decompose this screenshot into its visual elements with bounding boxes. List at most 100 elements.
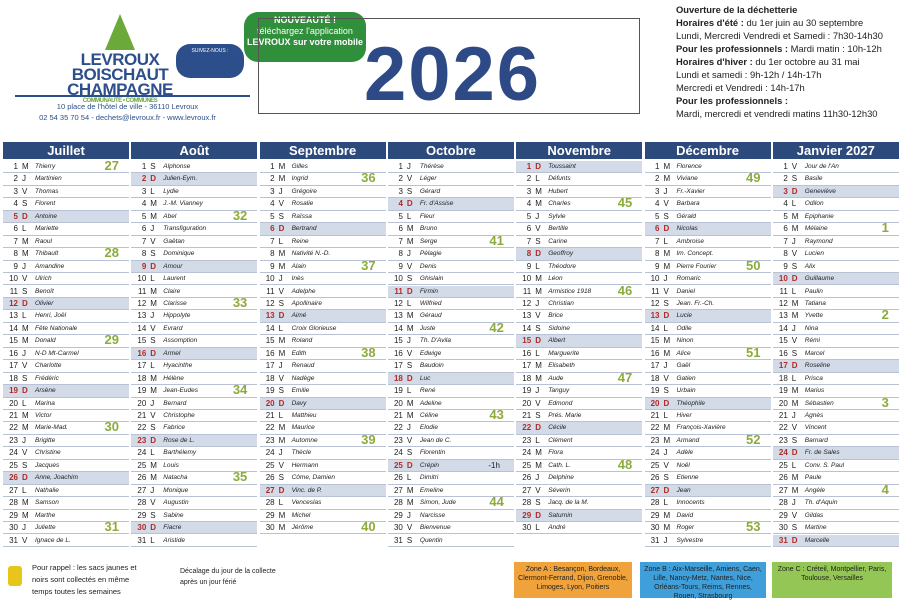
day-row: 5 S Raïssa <box>259 211 386 224</box>
day-letter: M <box>406 224 414 234</box>
info-label: Pour les professionnels : <box>676 43 789 54</box>
saint: André <box>548 524 566 532</box>
day-row: 5 M Abel 32 <box>131 211 258 224</box>
day-row: 18 S Frédéric <box>3 373 129 386</box>
week-number: 47 <box>617 372 633 385</box>
saint: Fr. d'Assise <box>419 200 454 208</box>
saint: Bertrand <box>291 225 317 233</box>
saint: Cécile <box>548 424 567 432</box>
saint: Raïssa <box>291 212 312 220</box>
saint: Rose de L. <box>163 436 195 444</box>
day-letter: L <box>150 535 155 545</box>
day-letter: D <box>663 224 670 234</box>
day-row: 10 S Ghislain <box>387 273 514 286</box>
day-letter: M <box>535 186 542 196</box>
saint: Henri, Joël <box>35 312 67 320</box>
saint: Agnès <box>804 412 824 419</box>
day-row: 1 M Gilles <box>259 161 386 174</box>
reminder: Pour rappel : les sacs jaunes et noirs s… <box>32 563 137 596</box>
saint: Christophe <box>163 412 195 419</box>
saint: Paule <box>804 474 822 482</box>
week-number: 27 <box>104 161 119 173</box>
saint: Nadège <box>291 374 315 382</box>
day-letter: M <box>406 311 414 321</box>
day-number: 20 <box>137 398 147 408</box>
saint: Natacha <box>163 474 188 482</box>
day-number: 3 <box>398 186 403 196</box>
day-letter: J <box>791 411 796 420</box>
day-letter: D <box>663 485 670 495</box>
info-line: Pour les professionnels : <box>676 94 898 107</box>
day-row: 8 M Thibault 28 <box>3 248 129 261</box>
saint: Victor <box>35 412 52 419</box>
day-row: 23 D Rose de L. <box>131 434 258 448</box>
day-number: 10 <box>778 274 788 284</box>
week-number: 37 <box>361 260 376 273</box>
day-number: 2 <box>13 174 18 184</box>
day-letter: M <box>22 249 29 259</box>
saint: François-Xavière <box>676 424 726 432</box>
saint: Matthieu <box>291 412 317 419</box>
day-row: 14 M Fête Nationale <box>3 323 129 336</box>
saint: Rémi <box>804 337 820 345</box>
day-letter: M <box>150 386 157 396</box>
saint: Ignace de L. <box>35 536 71 544</box>
day-row: 14 V Evrard <box>131 323 258 336</box>
saint: Noël <box>676 461 690 469</box>
day-row: 23 M Automne 39 <box>259 435 386 448</box>
day-letter: M <box>535 361 542 371</box>
day-number: 30 <box>778 523 788 533</box>
day-letter: J <box>150 485 155 495</box>
day-row: 19 S Emilie <box>259 385 386 398</box>
day-row: 20 L Marina <box>3 398 129 410</box>
day-number: 26 <box>778 473 788 483</box>
day-number: 15 <box>778 336 788 346</box>
day-letter: S <box>406 535 413 545</box>
day-letter: S <box>22 199 28 209</box>
saint: Fiacre <box>163 524 182 532</box>
saint: Wilfried <box>419 299 442 307</box>
day-number: 10 <box>9 274 18 284</box>
month-header: Novembre <box>516 142 643 159</box>
day-row: 11 S Benoît <box>3 286 129 298</box>
saint: Prés. Marie <box>548 412 582 419</box>
day-letter: D <box>278 224 285 234</box>
day-letter: L <box>406 473 412 483</box>
day-letter: M <box>22 336 29 346</box>
day-letter: M <box>150 298 157 308</box>
day-number: 5 <box>398 211 403 221</box>
saint: Dominique <box>163 250 195 258</box>
day-number: 8 <box>270 249 275 259</box>
saint: Alphonse <box>163 163 191 170</box>
day-number: 20 <box>778 398 788 408</box>
day-number: 12 <box>9 298 18 308</box>
day-number: 26 <box>9 473 18 483</box>
day-row: 27 V Séverin <box>516 485 643 498</box>
day-row: 1 V Jour de l'An <box>772 161 899 174</box>
day-row: 13 D Lucie <box>644 310 771 323</box>
day-letter: J <box>406 249 411 259</box>
day-letter: J <box>22 348 26 358</box>
day-letter: V <box>278 373 284 383</box>
day-number: 9 <box>270 261 275 271</box>
saint: Thierry <box>35 163 56 170</box>
day-row: 6 D Bertrand <box>259 223 386 236</box>
day-row: 2 S Basile <box>772 173 899 186</box>
day-letter: L <box>278 323 284 333</box>
day-row: 26 S Côme, Damien <box>259 472 386 485</box>
day-row: 9 V Denis <box>387 261 514 274</box>
saint: Armand <box>676 436 700 444</box>
day-number: 22 <box>393 423 403 433</box>
day-number: 2 <box>141 174 147 184</box>
day-letter: D <box>150 261 157 271</box>
day-row: 10 J Inès <box>259 273 386 286</box>
day-letter: S <box>150 249 156 259</box>
saint: Théodore <box>548 262 577 270</box>
day-number: 5 <box>13 211 18 221</box>
day-row: 29 D Saturnin <box>516 509 643 523</box>
day-number: 26 <box>522 473 532 483</box>
saint: Hubert <box>548 187 568 195</box>
day-letter: V <box>663 373 669 383</box>
saint: Jacq. de la M. <box>548 499 589 507</box>
